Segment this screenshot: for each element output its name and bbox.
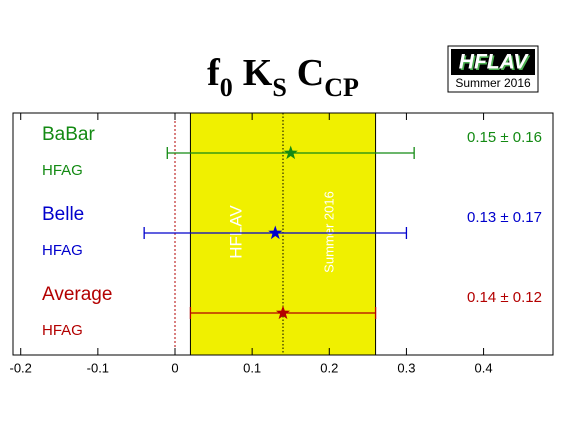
category-label: Belle [42,204,84,225]
value-label: 0.15 ± 0.16 [467,129,542,146]
chart-title: f0 KS CCP [207,52,359,103]
category-label: BaBar [42,124,95,145]
x-tick-label: -0.2 [10,360,32,375]
logo: HFLAV HFLAV Summer 2016 [447,45,539,93]
sublabel: HFAG [42,242,83,259]
x-tick-label: 0.1 [243,360,261,375]
x-tick-label: 0.4 [475,360,493,375]
sublabel: HFAG [42,162,83,179]
title-part: C [297,52,324,94]
star-marker [283,145,298,160]
logo-shadow: HFLAV [460,52,530,75]
sublabel: HFAG [42,322,83,339]
value-label: 0.14 ± 0.12 [467,289,542,306]
star-marker [268,225,283,240]
title-sub: CP [324,73,359,102]
title-sub: 0 [220,73,233,102]
category-label: Average [42,284,112,305]
watermark: HFLAV [226,205,245,259]
logo-text: HFLAV [459,51,529,74]
logo-subtext: Summer 2016 [455,76,531,90]
x-tick-label: 0.2 [320,360,338,375]
watermark-sub: Summer 2016 [321,191,336,273]
plot-frame [12,112,554,356]
title-part: f [207,52,221,94]
x-tick-label: 0.3 [397,360,415,375]
title-sub: S [272,73,286,102]
value-label: 0.13 ± 0.17 [467,209,542,226]
title-part: K [243,52,273,94]
star-marker [275,305,291,320]
logo-bg [451,49,535,75]
x-tick-label: -0.1 [87,360,109,375]
x-tick-label: 0 [171,360,178,375]
